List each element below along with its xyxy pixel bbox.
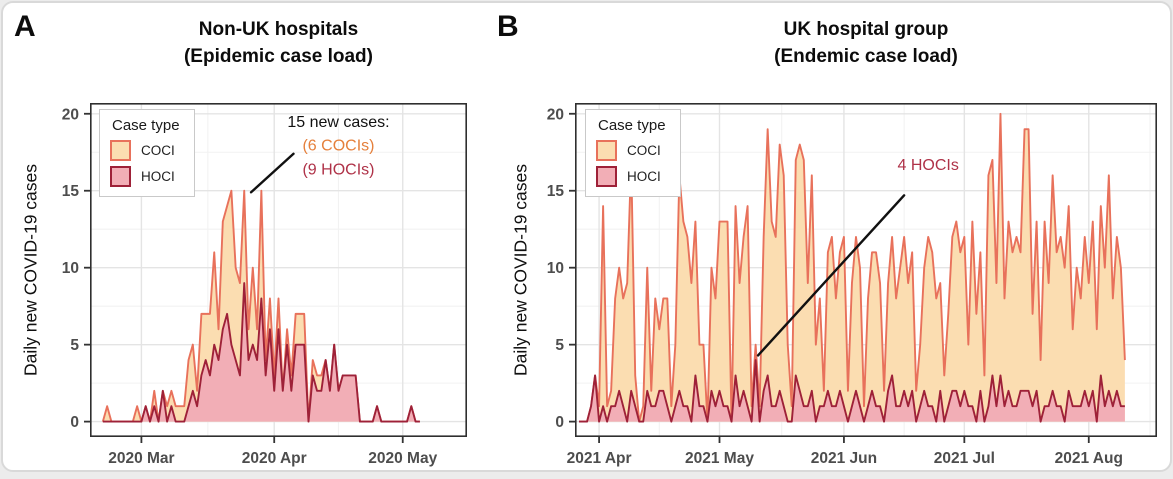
panel-b-legend: Case type COCI HOCI <box>585 109 681 197</box>
panel-b-title-line2: (Endemic case load) <box>774 46 958 67</box>
hoci-swatch-icon <box>596 166 617 187</box>
panel-b-letter: B <box>497 10 519 43</box>
legend-label-hoci: HOCI <box>141 169 175 184</box>
panel-b-title: UK hospital group (Endemic case load) <box>575 16 1157 70</box>
panel-a-y-axis-title: Daily new COVID-19 cases <box>20 163 41 377</box>
coci-swatch-icon <box>110 140 131 161</box>
panel-a-legend: Case type COCI HOCI <box>99 109 195 197</box>
legend-label-coci: COCI <box>141 143 175 158</box>
legend-row-coci: COCI <box>596 140 666 161</box>
svg-text:10: 10 <box>62 260 79 277</box>
svg-text:20: 20 <box>547 106 564 123</box>
panel-a-chart: 2020 Mar 2020 Apr 2020 May 0 5 10 15 20 15 new c… <box>62 103 467 467</box>
svg-text:15 new cases:: 15 new cases: <box>287 114 389 131</box>
svg-text:2021 Apr: 2021 Apr <box>567 450 632 467</box>
legend-row-coci: COCI <box>110 140 180 161</box>
svg-text:2021 May: 2021 May <box>685 450 754 467</box>
panel-b-y-axis-title: Daily new COVID-19 cases <box>510 163 531 377</box>
svg-text:2020 May: 2020 May <box>368 450 437 467</box>
svg-text:(9 HOCIs): (9 HOCIs) <box>302 162 374 179</box>
svg-text:5: 5 <box>555 337 564 354</box>
svg-text:(6 COCIs): (6 COCIs) <box>302 138 374 155</box>
panel-a-title-line1: Non-UK hospitals <box>198 19 359 40</box>
legend-label-hoci: HOCI <box>627 169 661 184</box>
panel-b-title-line1: UK hospital group <box>783 19 949 40</box>
svg-text:2020 Apr: 2020 Apr <box>242 450 307 467</box>
svg-text:15: 15 <box>62 183 80 200</box>
hoci-swatch-icon <box>110 166 131 187</box>
svg-text:5: 5 <box>70 337 79 354</box>
legend-row-hoci: HOCI <box>110 166 180 187</box>
svg-text:2021 Aug: 2021 Aug <box>1055 450 1123 467</box>
svg-text:0: 0 <box>555 414 564 431</box>
svg-text:10: 10 <box>547 260 564 277</box>
svg-text:0: 0 <box>70 414 79 431</box>
panel-a-letter: A <box>14 10 36 43</box>
legend-title: Case type <box>112 117 180 134</box>
svg-text:2020 Mar: 2020 Mar <box>108 450 174 467</box>
svg-text:15: 15 <box>547 183 565 200</box>
svg-text:2021 Jun: 2021 Jun <box>811 450 877 467</box>
legend-row-hoci: HOCI <box>596 166 666 187</box>
legend-label-coci: COCI <box>627 143 661 158</box>
svg-text:20: 20 <box>62 106 79 123</box>
panel-a-title: Non-UK hospitals (Epidemic case load) <box>90 16 467 70</box>
legend-title: Case type <box>598 117 666 134</box>
coci-swatch-icon <box>596 140 617 161</box>
svg-text:4 HOCIs: 4 HOCIs <box>898 157 959 174</box>
panel-a-title-line2: (Epidemic case load) <box>183 46 373 67</box>
svg-text:2021 Jul: 2021 Jul <box>934 450 995 467</box>
